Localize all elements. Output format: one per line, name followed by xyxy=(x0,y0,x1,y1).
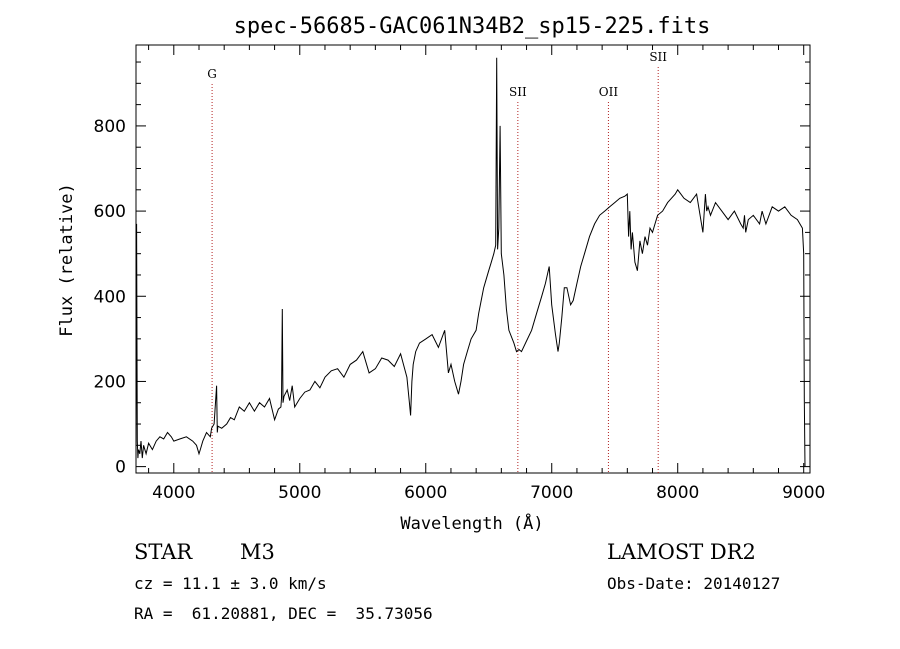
y-axis-label: Flux (relative) xyxy=(57,183,77,337)
y-tick-label: 400 xyxy=(94,287,126,307)
obs-date: Obs-Date: 20140127 xyxy=(607,574,781,593)
redshift-cz: cz = 11.1 ± 3.0 km/s xyxy=(134,574,327,593)
line-marker-label: G xyxy=(207,67,217,81)
x-tick-label: 8000 xyxy=(656,483,699,503)
axis-ticks: 4000 5000 6000 7000 8000 9000 0 200 400 600 800 xyxy=(94,45,825,503)
object-class: STAR xyxy=(134,540,193,564)
x-tick-label: 6000 xyxy=(404,483,447,503)
line-marker-label: SII xyxy=(649,50,667,64)
y-tick-label: 600 xyxy=(94,202,126,222)
line-marker-label: OII xyxy=(599,85,619,99)
y-tick-label: 200 xyxy=(94,372,126,392)
coordinates: RA = 61.20881, DEC = 35.73056 xyxy=(134,604,433,623)
line-marker-label: SII xyxy=(509,85,527,99)
plot-frame xyxy=(135,44,811,474)
x-tick-label: 5000 xyxy=(278,483,321,503)
x-tick-label: 4000 xyxy=(152,483,195,503)
survey-name: LAMOST DR2 xyxy=(607,540,756,564)
line-markers: G SII OII SII xyxy=(207,50,667,473)
chart-title: spec-56685-GAC061N34B2_sp15-225.fits xyxy=(234,14,711,39)
x-axis-label: Wavelength (Å) xyxy=(400,512,543,534)
x-tick-label: 9000 xyxy=(782,483,825,503)
y-tick-label: 0 xyxy=(115,458,126,478)
x-tick-label: 7000 xyxy=(530,483,573,503)
subclass: M3 xyxy=(240,540,275,564)
spectrum-line xyxy=(135,57,806,467)
y-tick-label: 800 xyxy=(94,117,126,137)
